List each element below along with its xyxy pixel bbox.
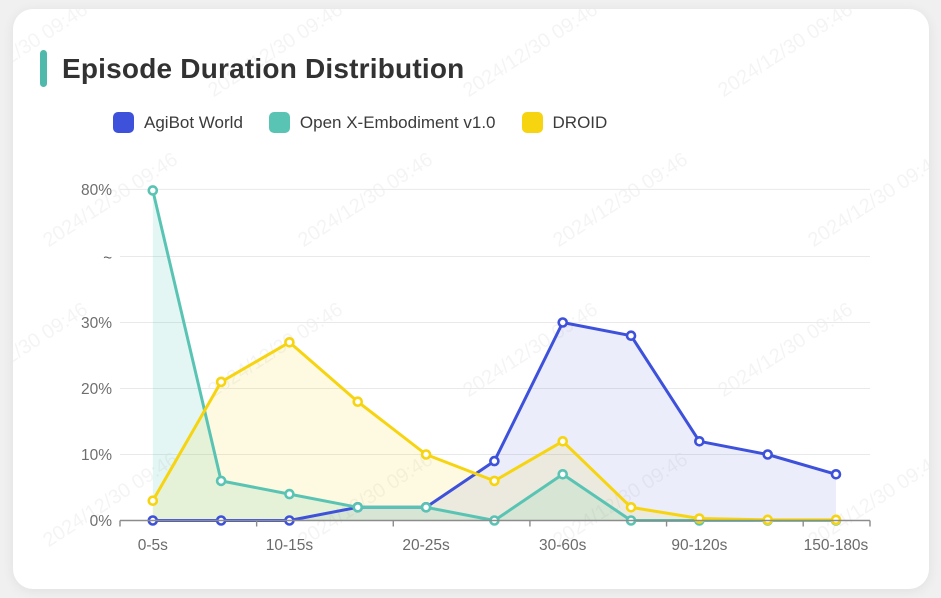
x-axis-label: 90-120s	[671, 537, 727, 554]
agibot-world-point-60-90s[interactable]	[625, 330, 637, 342]
droid-area	[152, 342, 837, 521]
title-accent-bar	[40, 50, 47, 87]
agibot-world-point-120-150s[interactable]	[762, 449, 773, 460]
open-x-embodiment-v1-0-point-30-60s[interactable]	[557, 468, 569, 480]
y-axis-label: 80%	[81, 182, 112, 199]
page-title: Episode Duration Distribution	[62, 52, 465, 84]
y-axis-label: 0%	[90, 513, 113, 530]
droid-point-5-10s[interactable]	[215, 376, 227, 388]
droid-point-10-15s[interactable]	[284, 336, 295, 348]
open-x-embodiment-v1-0-point-20-25s[interactable]	[420, 501, 432, 513]
chart-card	[13, 9, 929, 589]
droid-point-0-5s[interactable]	[147, 495, 159, 507]
agibot-world-point-150-180s[interactable]	[830, 468, 842, 480]
droid-point-30-60s[interactable]	[557, 435, 569, 447]
y-axis-label: 20%	[81, 381, 112, 398]
legend-label: DROID	[552, 112, 608, 132]
open-x-embodiment-v1-0-point-10-15s[interactable]	[284, 488, 295, 500]
agibot-world-point-25-30s[interactable]	[489, 455, 500, 467]
x-axis	[119, 519, 871, 527]
chart-header: Episode Duration Distribution	[40, 50, 464, 87]
y-axis-label: ~	[103, 250, 112, 267]
open-x-embodiment-v1-0-point-15-20s[interactable]	[352, 501, 364, 513]
chart-legend: AgiBot World Open X-Embodiment v1.0 DROI…	[113, 112, 607, 133]
agibot-world-area	[152, 322, 837, 521]
legend-swatch-droid	[521, 112, 543, 133]
open-x-embodiment-v1-0-area	[152, 190, 837, 521]
legend-swatch-agibot-world	[113, 112, 134, 133]
y-axis-label: 10%	[81, 447, 112, 464]
droid-point-20-25s[interactable]	[420, 449, 432, 460]
legend-label: Open X-Embodiment v1.0	[299, 112, 496, 132]
x-axis-label: 150-180s	[804, 537, 869, 554]
droid-point-25-30s[interactable]	[489, 475, 500, 487]
x-axis-label: 0-5s	[138, 537, 168, 554]
droid-point-15-20s[interactable]	[352, 396, 364, 408]
legend-item-open-x-embodiment[interactable]: Open X-Embodiment v1.0	[268, 112, 496, 133]
x-axis-label: 30-60s	[539, 537, 587, 554]
y-axis-label: 30%	[81, 315, 112, 332]
legend-label: AgiBot World	[144, 112, 243, 132]
x-axis-label: 20-25s	[402, 537, 450, 554]
legend-item-agibot-world[interactable]: AgiBot World	[113, 112, 243, 133]
open-x-embodiment-v1-0-point-5-10s[interactable]	[215, 475, 227, 487]
gridlines	[120, 188, 870, 455]
droid-point-90-120s[interactable]	[694, 513, 705, 524]
droid-point-60-90s[interactable]	[625, 501, 637, 513]
legend-item-droid[interactable]: DROID	[521, 112, 608, 133]
x-axis-label: 10-15s	[266, 537, 314, 554]
open-x-embodiment-v1-0-point-0-5s[interactable]	[147, 185, 159, 196]
agibot-world-point-30-60s[interactable]	[557, 317, 569, 328]
agibot-world-point-90-120s[interactable]	[694, 435, 705, 447]
legend-swatch-open-x-embodiment	[268, 112, 290, 133]
